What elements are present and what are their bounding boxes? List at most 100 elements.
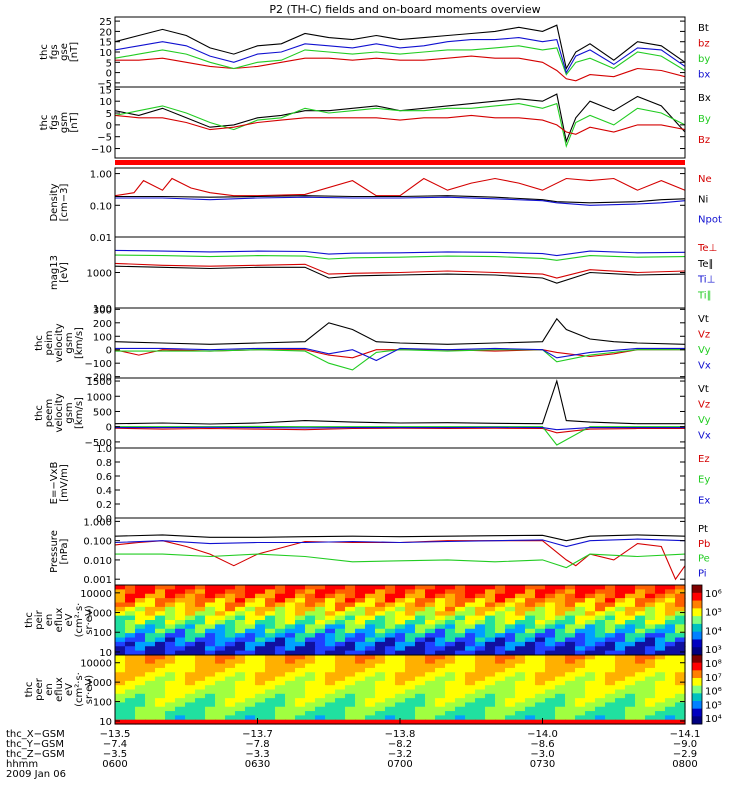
spectrogram-cell [435,606,446,612]
spectrogram-cell [375,711,386,716]
spectrogram-cell [215,698,226,704]
spectrogram-cell [455,606,466,612]
spectrogram-cell [415,624,426,630]
spectrogram-cell [585,637,596,643]
spectrogram-cell [615,706,626,712]
series-line-pressure-1 [114,540,686,581]
y-tick-label: −500 [85,438,112,449]
spectrogram-cell [465,589,476,595]
spectrogram-cell [205,589,216,595]
x-axis-value: 0700 [387,759,412,770]
spectrogram-cell [235,646,246,652]
series-line-fgs_gse-3 [114,37,686,74]
spectrogram-cell [565,628,576,634]
spectrogram-cell [345,689,356,695]
spectrogram-cell [525,611,536,617]
spectrogram-cell [315,598,326,604]
spectrogram-cell [425,685,436,691]
spectrogram-cell [415,646,426,652]
spectrogram-cell [365,633,376,639]
spectrogram-cell [435,706,446,712]
spectrogram-cell [655,676,666,682]
spectrogram-cell [375,650,386,656]
spectrogram-cell [305,641,316,647]
spectrogram-cell [235,693,246,699]
spectrogram-cell [225,589,236,595]
y-axis-label: peim [44,330,55,355]
spectrogram-cell [525,628,536,634]
colorbar-swatch [692,600,702,609]
spectrogram-cell [115,637,126,643]
y-axis-label: mag13 [49,255,60,290]
spectrogram-cell [535,589,546,595]
spectrogram-cell [415,593,426,599]
spectrogram-cell [495,598,506,604]
spectrogram-cell [245,589,256,595]
spectrogram-cell [315,646,326,652]
spectrogram-cell [355,615,366,621]
spectrogram-cell [465,593,476,599]
spectrogram-cell [125,719,136,725]
spectrogram-cell [465,646,476,652]
spectrogram-cell [275,706,286,712]
spectrogram-cell [645,667,656,673]
spectrogram-cell [165,628,176,634]
spectrogram-cell [245,672,256,678]
spectrogram-cell [275,641,286,647]
legend-entry: Bx [698,93,711,104]
spectrogram-cell [505,702,516,708]
spectrogram-cell [295,606,306,612]
spectrogram-cell [575,667,586,673]
spectrogram-cell [465,633,476,639]
spectrogram-cell [435,719,446,725]
spectrogram-cell [505,711,516,716]
spectrogram-cell [145,689,156,695]
spectrogram-cell [345,620,356,625]
spectrogram-cell [335,620,346,625]
spectrogram-cell [205,711,216,716]
spectrogram-cell [625,667,636,673]
spectrogram-cell [435,593,446,599]
spectrogram-cell [155,672,166,678]
spectrogram-cell [245,598,256,604]
spectrogram-cell [405,702,416,708]
spectrogram-cell [165,676,176,682]
spectrogram-cell [605,620,616,625]
spectrogram-cell [205,672,216,678]
spectrogram-cell [435,585,446,590]
spectrogram-cell [375,655,386,660]
spectrogram-cell [265,633,276,639]
spectrogram-cell [675,663,686,669]
spectrogram-cell [545,706,556,712]
spectrogram-cell [345,633,356,639]
spectrogram-cell [585,598,596,604]
spectrogram-cell [545,646,556,652]
x-axis-value: 0600 [102,759,127,770]
spectrogram-cell [295,620,306,625]
spectrogram-cell [115,706,126,712]
spectrogram-cell [335,685,346,691]
spectrogram-cell [645,706,656,712]
series-line-temperature-1 [114,265,686,284]
spectrogram-cell [185,641,196,647]
spectrogram-cell [495,659,506,665]
y-axis-label: [km/s] [74,327,85,359]
spectrogram-cell [235,633,246,639]
spectrogram-cell [495,698,506,704]
spectrogram-cell [545,702,556,708]
spectrogram-cell [515,598,526,604]
spectrogram-cell [635,633,646,639]
spectrogram-cell [135,593,146,599]
spectrogram-cell [535,680,546,686]
spectrogram-cell [665,706,676,712]
spectrogram-cell [145,659,156,665]
spectrogram-cell [155,593,166,599]
y-axis-label: eV [64,683,75,696]
spectrogram-cell [485,620,496,625]
spectrogram-cell [335,655,346,660]
spectrogram-cell [655,615,666,621]
spectrogram-cell [305,715,316,721]
spectrogram-cell [655,667,666,673]
spectrogram-cell [345,719,356,725]
